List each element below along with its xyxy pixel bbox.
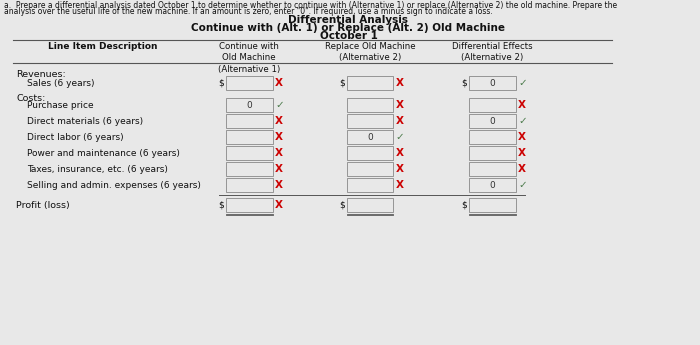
FancyBboxPatch shape	[226, 98, 272, 112]
FancyBboxPatch shape	[346, 98, 393, 112]
FancyBboxPatch shape	[226, 114, 272, 128]
Text: Differential Effects
(Alternative 2): Differential Effects (Alternative 2)	[452, 42, 533, 62]
Text: X: X	[275, 180, 284, 190]
Text: X: X	[396, 164, 404, 174]
Text: analysis over the useful life of the new machine. If an amount is zero, enter "0: analysis over the useful life of the new…	[4, 7, 493, 16]
Text: Taxes, insurance, etc. (6 years): Taxes, insurance, etc. (6 years)	[27, 165, 168, 174]
Text: Profit (loss): Profit (loss)	[16, 200, 70, 209]
FancyBboxPatch shape	[226, 130, 272, 144]
FancyBboxPatch shape	[346, 76, 393, 90]
Text: Continue with (Alt. 1) or Replace (Alt. 2) Old Machine: Continue with (Alt. 1) or Replace (Alt. …	[192, 23, 505, 33]
FancyBboxPatch shape	[469, 98, 516, 112]
Text: X: X	[275, 78, 284, 88]
Text: X: X	[275, 132, 284, 142]
Text: ✓: ✓	[518, 116, 527, 126]
Text: ✓: ✓	[518, 180, 527, 190]
Text: $: $	[218, 200, 224, 209]
FancyBboxPatch shape	[469, 114, 516, 128]
Text: $: $	[461, 79, 468, 88]
Text: Direct materials (6 years): Direct materials (6 years)	[27, 117, 143, 126]
Text: ✓: ✓	[518, 78, 527, 88]
Text: X: X	[396, 100, 404, 110]
Text: X: X	[518, 148, 526, 158]
Text: $: $	[218, 79, 224, 88]
Text: 0: 0	[367, 132, 373, 141]
Text: X: X	[275, 116, 284, 126]
Text: $: $	[340, 79, 345, 88]
Text: Costs:: Costs:	[16, 94, 46, 103]
Text: Direct labor (6 years): Direct labor (6 years)	[27, 132, 123, 141]
FancyBboxPatch shape	[469, 178, 516, 192]
Text: Power and maintenance (6 years): Power and maintenance (6 years)	[27, 148, 180, 158]
FancyBboxPatch shape	[346, 162, 393, 176]
Text: X: X	[275, 148, 284, 158]
Text: October 1: October 1	[320, 31, 377, 41]
Text: X: X	[518, 164, 526, 174]
FancyBboxPatch shape	[469, 76, 516, 90]
Text: X: X	[518, 100, 526, 110]
Text: Purchase price: Purchase price	[27, 100, 93, 109]
FancyBboxPatch shape	[226, 198, 272, 212]
Text: Replace Old Machine
(Alternative 2): Replace Old Machine (Alternative 2)	[325, 42, 415, 62]
Text: X: X	[396, 148, 404, 158]
Text: X: X	[275, 164, 284, 174]
Text: X: X	[518, 132, 526, 142]
Text: Continue with
Old Machine
(Alternative 1): Continue with Old Machine (Alternative 1…	[218, 42, 281, 74]
FancyBboxPatch shape	[226, 146, 272, 160]
FancyBboxPatch shape	[346, 178, 393, 192]
FancyBboxPatch shape	[346, 130, 393, 144]
Text: Sales (6 years): Sales (6 years)	[27, 79, 94, 88]
FancyBboxPatch shape	[226, 178, 272, 192]
Text: $: $	[461, 200, 468, 209]
Text: 0: 0	[489, 79, 495, 88]
Text: 0: 0	[489, 117, 495, 126]
FancyBboxPatch shape	[226, 76, 272, 90]
Text: Revenues:: Revenues:	[16, 70, 66, 79]
Text: X: X	[275, 200, 284, 210]
Text: Line Item Description: Line Item Description	[48, 42, 158, 51]
FancyBboxPatch shape	[469, 162, 516, 176]
Text: X: X	[396, 116, 404, 126]
Text: 0: 0	[246, 100, 252, 109]
Text: Differential Analysis: Differential Analysis	[288, 15, 409, 25]
Text: ✓: ✓	[396, 132, 405, 142]
FancyBboxPatch shape	[469, 198, 516, 212]
Text: 0: 0	[489, 180, 495, 189]
FancyBboxPatch shape	[469, 146, 516, 160]
FancyBboxPatch shape	[226, 162, 272, 176]
FancyBboxPatch shape	[346, 114, 393, 128]
FancyBboxPatch shape	[469, 130, 516, 144]
Text: a.  Prepare a differential analysis dated October 1 to determine whether to cont: a. Prepare a differential analysis dated…	[4, 1, 617, 10]
Text: X: X	[396, 180, 404, 190]
Text: $: $	[340, 200, 345, 209]
Text: Selling and admin. expenses (6 years): Selling and admin. expenses (6 years)	[27, 180, 201, 189]
FancyBboxPatch shape	[346, 198, 393, 212]
Text: ✓: ✓	[275, 100, 284, 110]
Text: X: X	[396, 78, 404, 88]
FancyBboxPatch shape	[346, 146, 393, 160]
